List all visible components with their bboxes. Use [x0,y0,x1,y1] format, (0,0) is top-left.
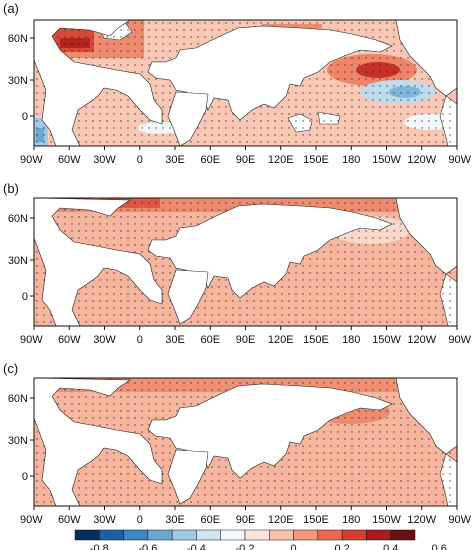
lon-tick-label: 150E [303,334,329,346]
lon-tick-label: 120E [268,154,294,166]
colorbar-swatch [390,529,416,541]
panel-a [33,19,458,147]
lon-tick-label: 60W [58,514,81,526]
lon-tick-label: 90E [236,334,256,346]
lat-tick-label: 0 [22,111,28,123]
colorbar-tick-label: -0.2 [236,543,255,550]
lon-tick-label: 60E [200,514,220,526]
lon-tick-label: 30E [165,334,185,346]
lat-tick-label: 0 [22,291,28,303]
lat-tick-label: 60N [8,213,28,225]
lon-tick-label: 180 [342,154,360,166]
lon-tick-label: 30E [165,514,185,526]
colorbar-tick-label: 0.2 [334,543,349,550]
lat-tick-label: 30N [8,75,28,87]
lon-tick-label: 0 [137,334,143,346]
lon-tick-label: 90W [448,334,471,346]
lon-tick-label: 90W [448,514,471,526]
lon-tick-label: 60W [58,154,81,166]
lon-tick-label: 0 [137,514,143,526]
colorbar-swatch [220,529,246,541]
colorbar-swatch [171,529,197,541]
lon-tick-label: 150W [372,334,401,346]
colorbar-swatch [99,529,124,541]
lat-tick-label: 60N [8,33,28,45]
colorbar-swatch [74,529,100,541]
lon-tick-label: 60W [58,334,81,346]
colorbar-swatch [366,529,391,541]
lon-tick-label: 60E [200,154,220,166]
lon-tick-label: 120W [407,154,436,166]
lon-tick-label: 90W [20,334,43,346]
colorbar-swatch [341,529,367,541]
colorbar-tick-label: 0 [291,543,297,550]
colorbar-tick-label: 0.6 [432,543,447,550]
lon-tick-label: 30W [93,514,116,526]
colorbar-swatch [293,529,319,541]
colorbar-tick-label: -0.6 [138,543,157,550]
colorbar-swatch [123,529,149,541]
colorbar-tick-label: -0.8 [90,543,109,550]
lon-tick-label: 90E [236,514,256,526]
colorbar-swatch [244,529,270,541]
lon-tick-label: 180 [342,514,360,526]
lat-tick-label: 30N [8,435,28,447]
lon-tick-label: 150W [372,154,401,166]
lon-tick-label: 120E [268,334,294,346]
lat-tick-label: 30N [8,255,28,267]
panel-label: (a) [3,1,19,16]
colorbar-swatch [196,529,221,541]
colorbar-swatch [317,529,343,541]
lon-tick-label: 30W [93,154,116,166]
lon-tick-label: 150E [303,154,329,166]
colorbar-swatch [269,529,294,541]
lon-tick-label: 90E [236,154,256,166]
lat-tick-label: 60N [8,393,28,405]
lon-tick-label: 120W [407,514,436,526]
lon-tick-label: 150E [303,514,329,526]
annotations-layer: (a) 90W 60W 30W 0 30E 60E 90E 120E 150E 180 150W 120… [3,1,472,550]
panel-b [33,197,458,327]
panel-label: (b) [3,181,19,196]
lon-tick-label: 120E [268,514,294,526]
lon-tick-label: 30E [165,154,185,166]
colorbar-tick-label: 0.4 [383,543,398,550]
lat-tick-label: 0 [22,471,28,483]
lon-tick-label: 90W [20,514,43,526]
panel-c [33,377,458,507]
colorbar-tick-label: -0.4 [187,543,206,550]
lon-tick-label: 90W [448,154,471,166]
lon-tick-label: 120W [407,334,436,346]
lon-tick-label: 30W [93,334,116,346]
lon-tick-label: 0 [137,154,143,166]
lon-tick-label: 90W [20,154,43,166]
lon-tick-label: 150W [372,514,401,526]
lon-tick-label: 180 [342,334,360,346]
colorbar-swatch [147,529,173,541]
lon-tick-label: 60E [200,334,220,346]
panel-label: (c) [3,361,18,376]
